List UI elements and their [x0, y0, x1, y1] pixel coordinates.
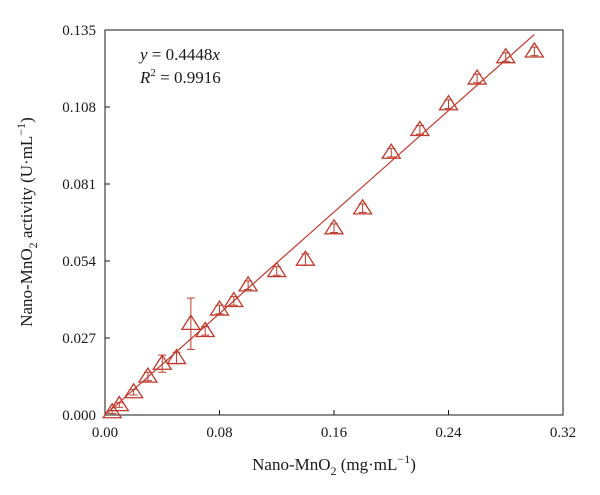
data-point — [123, 382, 144, 399]
y-tick-label: 0.027 — [62, 331, 96, 347]
data-point — [323, 218, 345, 235]
triangle-marker — [438, 94, 459, 111]
triangle-marker — [381, 143, 402, 159]
triangle-marker — [266, 261, 287, 278]
fit-line — [104, 33, 535, 416]
data-point — [266, 261, 287, 278]
x-tick-label: 0.00 — [92, 425, 118, 441]
triangle-marker — [352, 198, 373, 215]
y-tick-label: 0.054 — [62, 254, 96, 270]
data-point — [352, 198, 373, 215]
equation-y-variable: y — [138, 45, 148, 64]
data-point — [438, 94, 459, 111]
triangle-marker — [152, 354, 173, 370]
x-tick-label: 0.32 — [550, 425, 576, 441]
triangle-marker — [323, 218, 345, 235]
data-point — [237, 275, 259, 292]
fit-line-group — [104, 33, 535, 416]
triangle-marker — [237, 275, 259, 292]
r-squared: R2 = 0.9916 — [139, 67, 221, 87]
data-point — [194, 321, 216, 338]
triangle-marker — [295, 249, 316, 266]
data-point — [223, 291, 245, 308]
triangle-marker — [194, 321, 216, 338]
data-point — [166, 348, 187, 365]
y-axis-label-superscript: −1 — [14, 123, 28, 136]
data-point — [137, 366, 159, 383]
x-tick-label: 0.08 — [206, 425, 232, 441]
data-point — [466, 68, 488, 85]
y-axis-label: Nano-MnO2 activity (U·mL−1) — [14, 117, 40, 327]
x-axis-label-subscript: 2 — [331, 464, 337, 478]
x-axis-ticks: 0.00 0.08 0.16 0.24 0.32 — [92, 410, 576, 441]
y-tick-label: 0.081 — [62, 177, 96, 193]
data-point — [524, 41, 545, 58]
x-axis-label-close: ) — [410, 455, 416, 474]
y-tick-label: 0.108 — [62, 100, 96, 116]
y-axis-label-unit: activity (U·mL — [17, 136, 36, 243]
data-point — [109, 395, 130, 412]
triangle-marker — [495, 47, 516, 64]
data-point — [152, 354, 173, 373]
triangle-marker — [109, 395, 130, 412]
triangle-marker — [209, 299, 230, 316]
triangle-marker — [123, 382, 144, 399]
triangle-marker — [466, 68, 488, 85]
data-point — [495, 47, 516, 64]
y-tick-label: 0.135 — [62, 23, 96, 39]
x-tick-label: 0.16 — [321, 425, 348, 441]
y-axis-label-subscript: 2 — [26, 242, 40, 248]
data-point — [295, 249, 316, 266]
r-squared-value: = 0.9916 — [156, 68, 221, 87]
data-points — [101, 41, 545, 419]
triangle-marker — [223, 291, 245, 308]
data-point — [180, 297, 202, 350]
x-axis-label-main: Nano-MnO — [252, 455, 330, 474]
triangle-marker — [524, 41, 545, 58]
fit-equation: y = 0.4448x — [138, 45, 220, 64]
equation-x-variable: x — [211, 45, 220, 64]
triangle-marker — [166, 348, 187, 365]
data-point — [381, 143, 402, 159]
x-axis-label-superscript: −1 — [397, 452, 410, 466]
triangle-marker — [409, 120, 431, 137]
data-point — [409, 120, 431, 137]
y-axis-ticks: 0.000 0.027 0.054 0.081 0.108 0.135 — [62, 23, 110, 424]
y-axis-label-close: ) — [17, 117, 36, 123]
y-tick-label: 0.000 — [62, 408, 96, 424]
r-squared-superscript: 2 — [150, 67, 156, 79]
triangle-marker — [180, 314, 202, 330]
x-tick-label: 0.24 — [435, 425, 462, 441]
x-axis-label-unit: (mg·mL — [337, 455, 398, 474]
data-point — [209, 299, 230, 316]
y-axis-label-main: Nano-MnO — [17, 248, 36, 326]
equation-slope: = 0.4448 — [148, 45, 213, 64]
r-squared-symbol: R — [139, 68, 151, 87]
x-axis-label: Nano-MnO2 (mg·mL−1) — [252, 452, 416, 478]
plot-frame — [104, 29, 564, 416]
triangle-marker — [137, 366, 159, 383]
